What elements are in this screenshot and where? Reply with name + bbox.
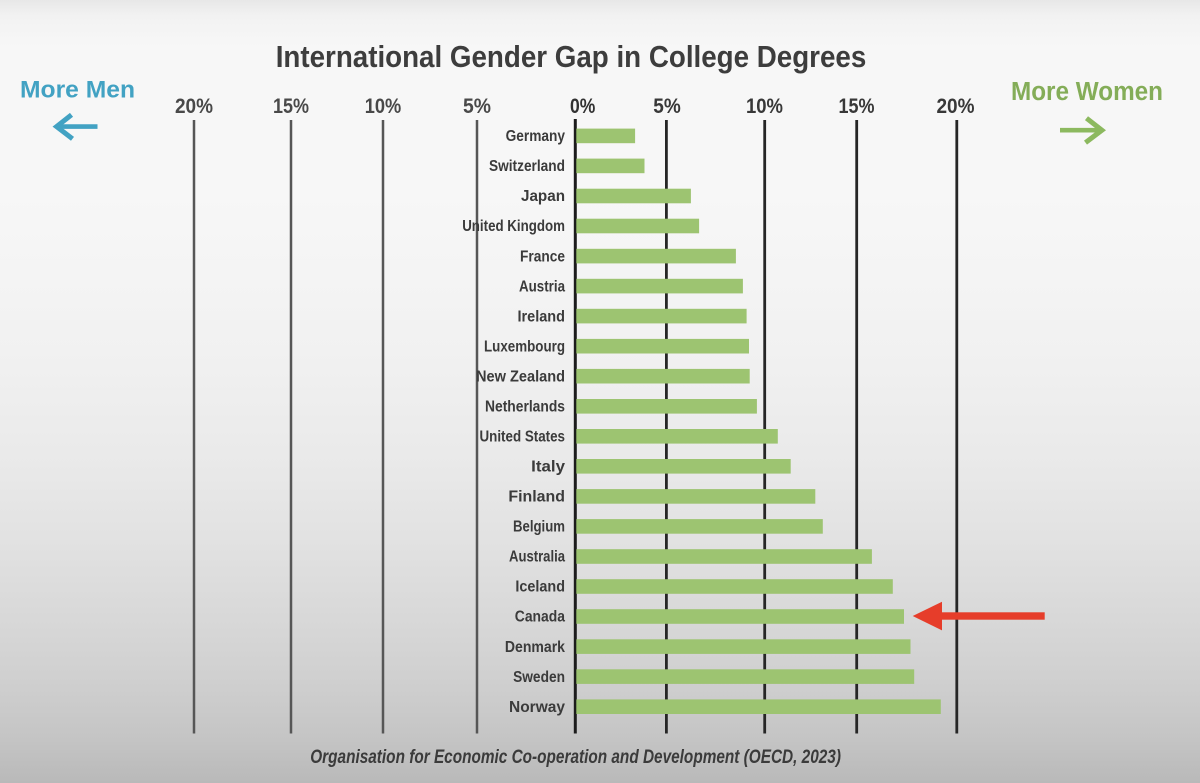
svg-text:Luxembourg: Luxembourg [484, 338, 565, 355]
svg-text:Australia: Australia [509, 549, 565, 566]
svg-text:United Kingdom: United Kingdom [462, 218, 565, 235]
svg-text:Switzerland: Switzerland [489, 158, 565, 175]
svg-text:Organisation for Economic Co-o: Organisation for Economic Co-operation a… [310, 746, 841, 768]
svg-text:Norway: Norway [509, 699, 565, 716]
svg-text:15%: 15% [839, 95, 875, 118]
svg-text:Finland: Finland [508, 489, 565, 506]
svg-text:0%: 0% [570, 95, 596, 118]
svg-text:United States: United States [480, 429, 566, 446]
svg-text:5%: 5% [653, 95, 681, 118]
svg-text:15%: 15% [273, 95, 309, 118]
svg-text:Germany: Germany [506, 128, 566, 145]
svg-text:5%: 5% [463, 95, 491, 118]
svg-text:Italy: Italy [531, 459, 565, 476]
svg-text:10%: 10% [365, 95, 402, 118]
svg-text:France: France [520, 248, 565, 265]
svg-text:10%: 10% [746, 95, 783, 118]
svg-text:More Women: More Women [1011, 78, 1163, 106]
svg-text:Canada: Canada [515, 609, 566, 626]
svg-text:Sweden: Sweden [513, 669, 565, 686]
svg-text:Netherlands: Netherlands [485, 399, 565, 416]
svg-text:Japan: Japan [521, 188, 565, 205]
svg-text:New Zealand: New Zealand [476, 368, 565, 385]
svg-text:Ireland: Ireland [518, 308, 566, 325]
svg-text:Iceland: Iceland [515, 579, 565, 596]
svg-text:Austria: Austria [519, 278, 565, 295]
svg-text:Denmark: Denmark [505, 639, 565, 656]
svg-text:International Gender Gap in Co: International Gender Gap in College Degr… [276, 40, 867, 74]
svg-text:More Men: More Men [20, 77, 135, 104]
svg-text:20%: 20% [937, 95, 975, 118]
svg-text:Belgium: Belgium [513, 519, 565, 536]
svg-text:20%: 20% [175, 95, 213, 118]
